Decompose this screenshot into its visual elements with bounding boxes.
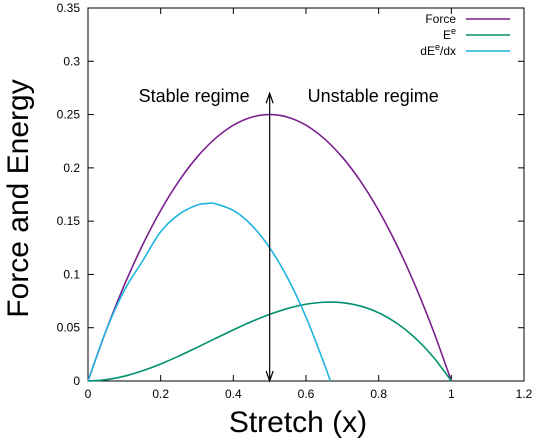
legend-label-base: dE <box>420 44 435 58</box>
y-axis-title: Force and Energy <box>2 79 35 317</box>
plot-border <box>87 7 525 382</box>
series-line-dee-dx <box>87 202 332 382</box>
legend-label-dee-dx: dEe/dx <box>420 42 456 58</box>
y-tick-label: 0 <box>73 374 80 388</box>
y-tick-label: 0.35 <box>57 1 81 15</box>
legend-label-superscript: e <box>451 26 456 36</box>
annotation-stable: Stable regime <box>139 86 250 106</box>
annotation-unstable: Unstable regime <box>308 86 439 106</box>
legend-label-ee: Ee <box>443 26 456 42</box>
y-tick-label: 0.05 <box>57 321 81 335</box>
y-tick-label: 0.3 <box>63 54 80 68</box>
y-tick-label: 0.1 <box>63 267 80 281</box>
legend-label-base: Force <box>425 12 456 26</box>
y-ticks: 0 0.05 0.1 0.15 0.2 0.25 0.3 0.35 <box>57 1 524 388</box>
y-tick-label: 0.25 <box>57 108 81 122</box>
x-tick-label: 0.8 <box>370 387 387 401</box>
legend-label-force: Force <box>425 12 456 26</box>
x-axis-title: Stretch (x) <box>229 406 367 439</box>
arrow-head-up <box>265 91 274 104</box>
x-tick-label: 1.2 <box>516 387 533 401</box>
x-ticks: 0 0.2 0.4 0.6 0.8 1 1.2 <box>85 8 533 401</box>
plot-frame <box>87 7 525 382</box>
x-tick-label: 1 <box>448 387 455 401</box>
double-arrow <box>265 91 274 383</box>
legend-label-tail: /dx <box>440 44 456 58</box>
x-tick-label: 0.2 <box>152 387 169 401</box>
y-tick-label: 0.15 <box>57 214 81 228</box>
x-tick-label: 0 <box>85 387 92 401</box>
x-tick-label: 0.4 <box>225 387 242 401</box>
legend-label-superscript: e <box>435 42 440 52</box>
y-tick-label: 0.2 <box>63 161 80 175</box>
x-tick-label: 0.6 <box>298 387 315 401</box>
legend-label-base: E <box>443 28 451 42</box>
arrow-head-down <box>265 370 274 383</box>
